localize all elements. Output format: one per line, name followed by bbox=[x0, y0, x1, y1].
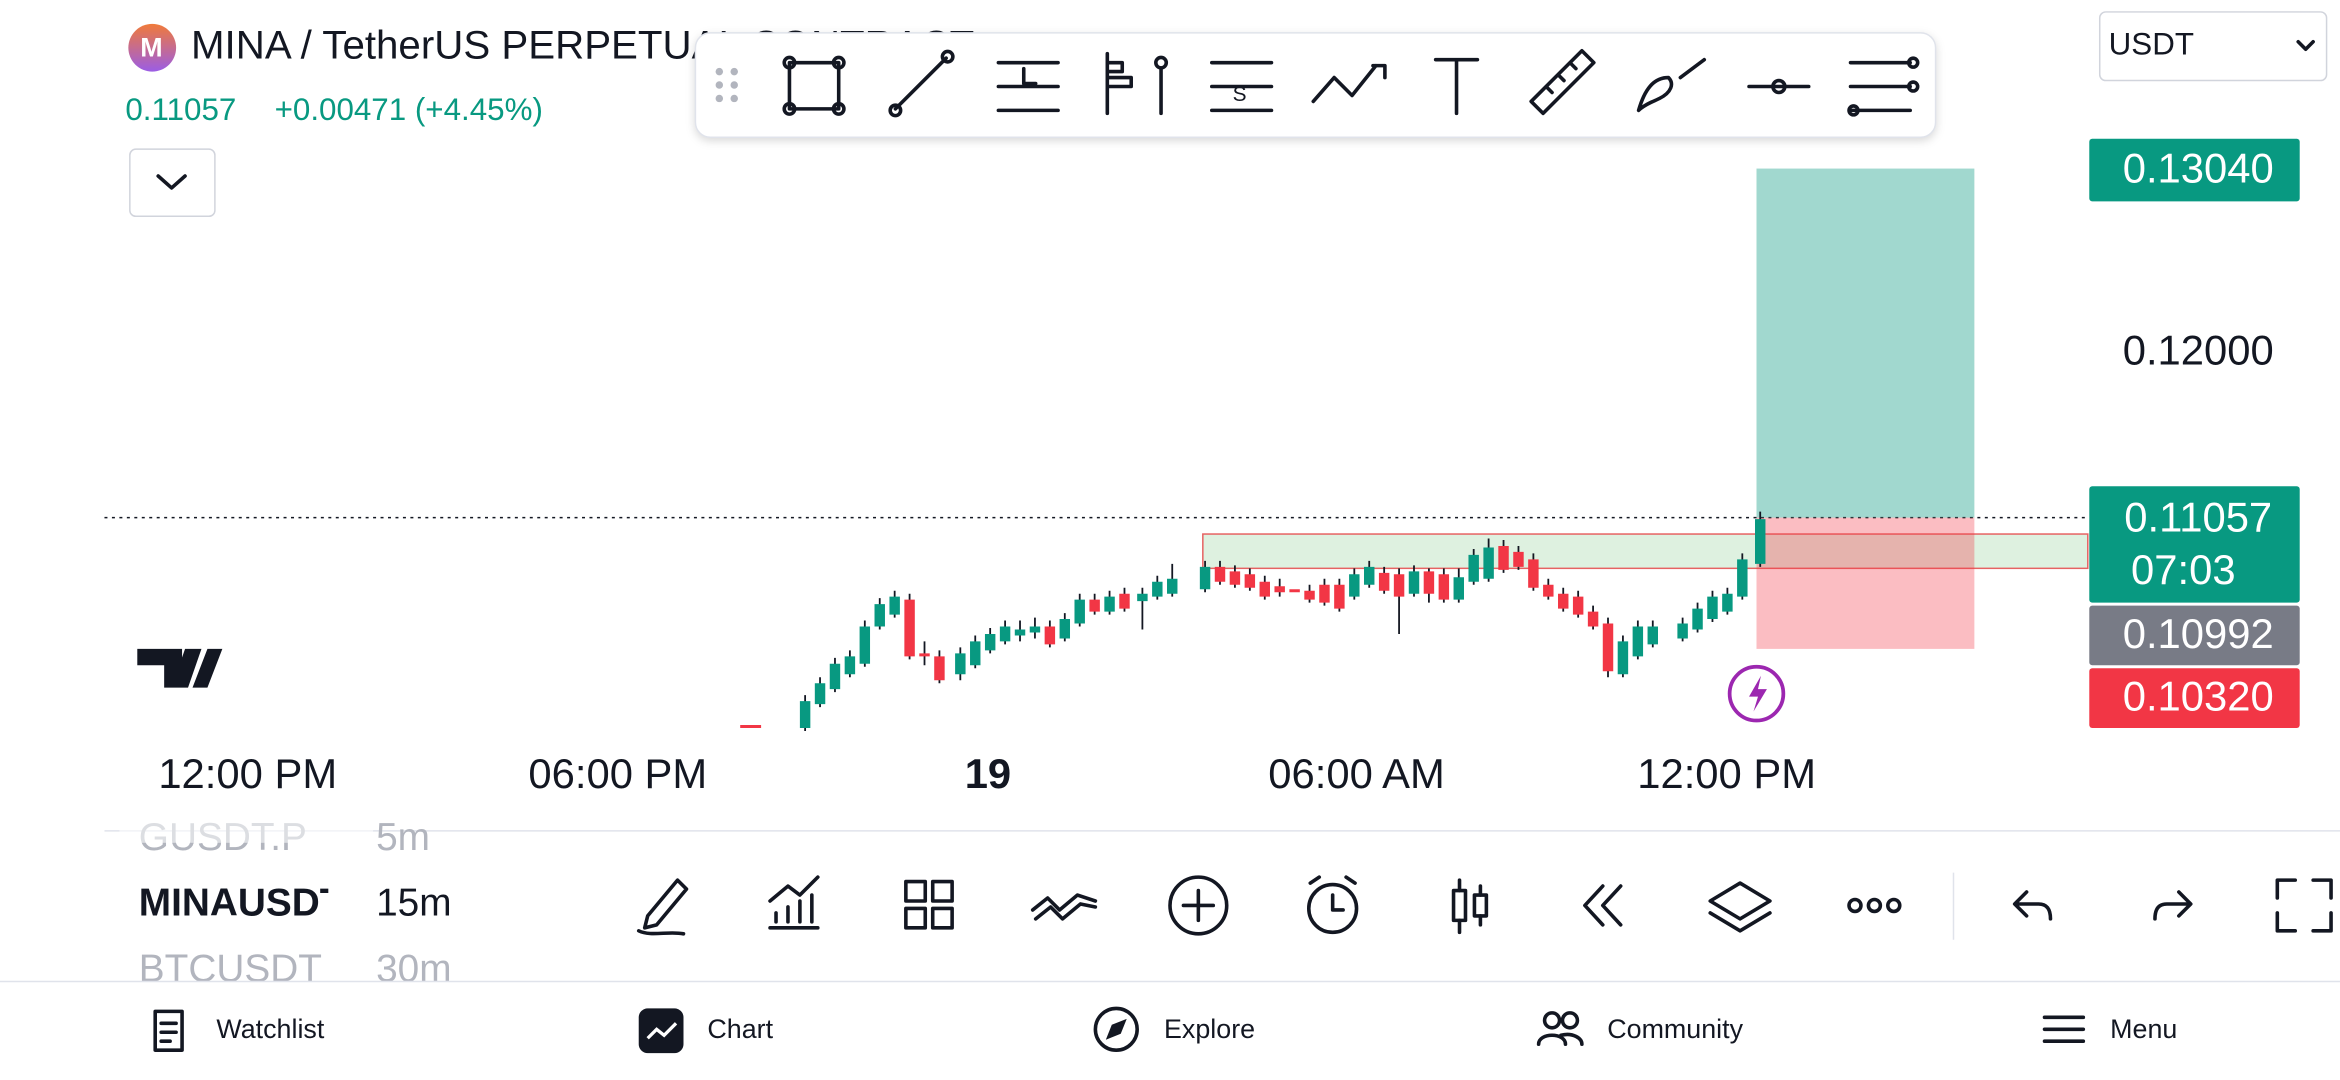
drag-handle[interactable] bbox=[715, 67, 738, 103]
select-arrow bbox=[2296, 39, 2315, 52]
time-label: 06:00 PM bbox=[528, 750, 707, 797]
bar-countdown: 07:03 bbox=[2131, 546, 2236, 593]
watchlist-icon bbox=[153, 1009, 184, 1052]
toolbar-icons[interactable]: S bbox=[782, 48, 1920, 118]
stop-price: 0.10320 bbox=[2123, 673, 2274, 720]
tv-logo bbox=[137, 648, 223, 688]
chart-icon-line bbox=[646, 1022, 678, 1040]
loss-zone[interactable] bbox=[1756, 517, 1975, 649]
axis-price: 0.12000 bbox=[2123, 327, 2274, 374]
watch-symbol[interactable]: BTCUSDT bbox=[139, 947, 322, 990]
svg-text:S: S bbox=[1233, 83, 1247, 106]
time-label: 12:00 PM bbox=[158, 750, 337, 797]
time-label: 19 bbox=[965, 750, 1011, 797]
zone-rectangle[interactable] bbox=[1202, 533, 2089, 570]
currency-select[interactable] bbox=[2098, 11, 2328, 82]
expand-button[interactable] bbox=[129, 148, 216, 218]
gray-label-bg bbox=[2089, 605, 2300, 666]
redo-icon[interactable] bbox=[2153, 890, 2193, 921]
time-label: 06:00 AM bbox=[1268, 750, 1445, 797]
nav-item[interactable]: Watchlist bbox=[216, 1014, 324, 1044]
nav-item[interactable]: Menu bbox=[2110, 1014, 2177, 1044]
logo-letter: M bbox=[140, 32, 162, 62]
nav-item[interactable]: Community bbox=[1607, 1014, 1743, 1044]
currency-label: USDT bbox=[2109, 27, 2194, 62]
time-label: 12:00 PM bbox=[1637, 750, 1816, 797]
watch-interval[interactable]: 30m bbox=[376, 947, 451, 990]
explore-needle bbox=[1105, 1018, 1127, 1040]
watch-interval[interactable]: 15m bbox=[376, 882, 451, 925]
watch-interval[interactable]: 5m bbox=[376, 816, 430, 859]
nav-item[interactable]: Explore bbox=[1164, 1014, 1255, 1044]
chart-toolbar[interactable] bbox=[636, 875, 2333, 936]
explore-icon bbox=[1093, 1006, 1139, 1052]
symbol-logo bbox=[128, 23, 177, 72]
menu-icon bbox=[2042, 1015, 2086, 1044]
gray-price: 0.10992 bbox=[2123, 610, 2274, 657]
nav-item[interactable]: Chart bbox=[707, 1014, 773, 1044]
watch-symbol[interactable]: MINAUSDT bbox=[139, 882, 344, 925]
chevron-icon bbox=[156, 174, 187, 190]
fade-top bbox=[119, 812, 374, 843]
last-price-bg bbox=[2089, 486, 2300, 603]
flash-bolt bbox=[1749, 675, 1767, 712]
last-price-label: 0.11057 bbox=[2124, 494, 2272, 541]
profit-zone[interactable] bbox=[1756, 168, 1975, 518]
target-price: 0.13040 bbox=[2123, 145, 2274, 192]
last-price: 0.11057 bbox=[125, 92, 236, 127]
target-label-bg bbox=[2089, 138, 2300, 202]
stop-label-bg bbox=[2089, 668, 2300, 728]
community-icon bbox=[1536, 1011, 1584, 1046]
price-change: +0.00471 (+4.45%) bbox=[275, 92, 543, 127]
